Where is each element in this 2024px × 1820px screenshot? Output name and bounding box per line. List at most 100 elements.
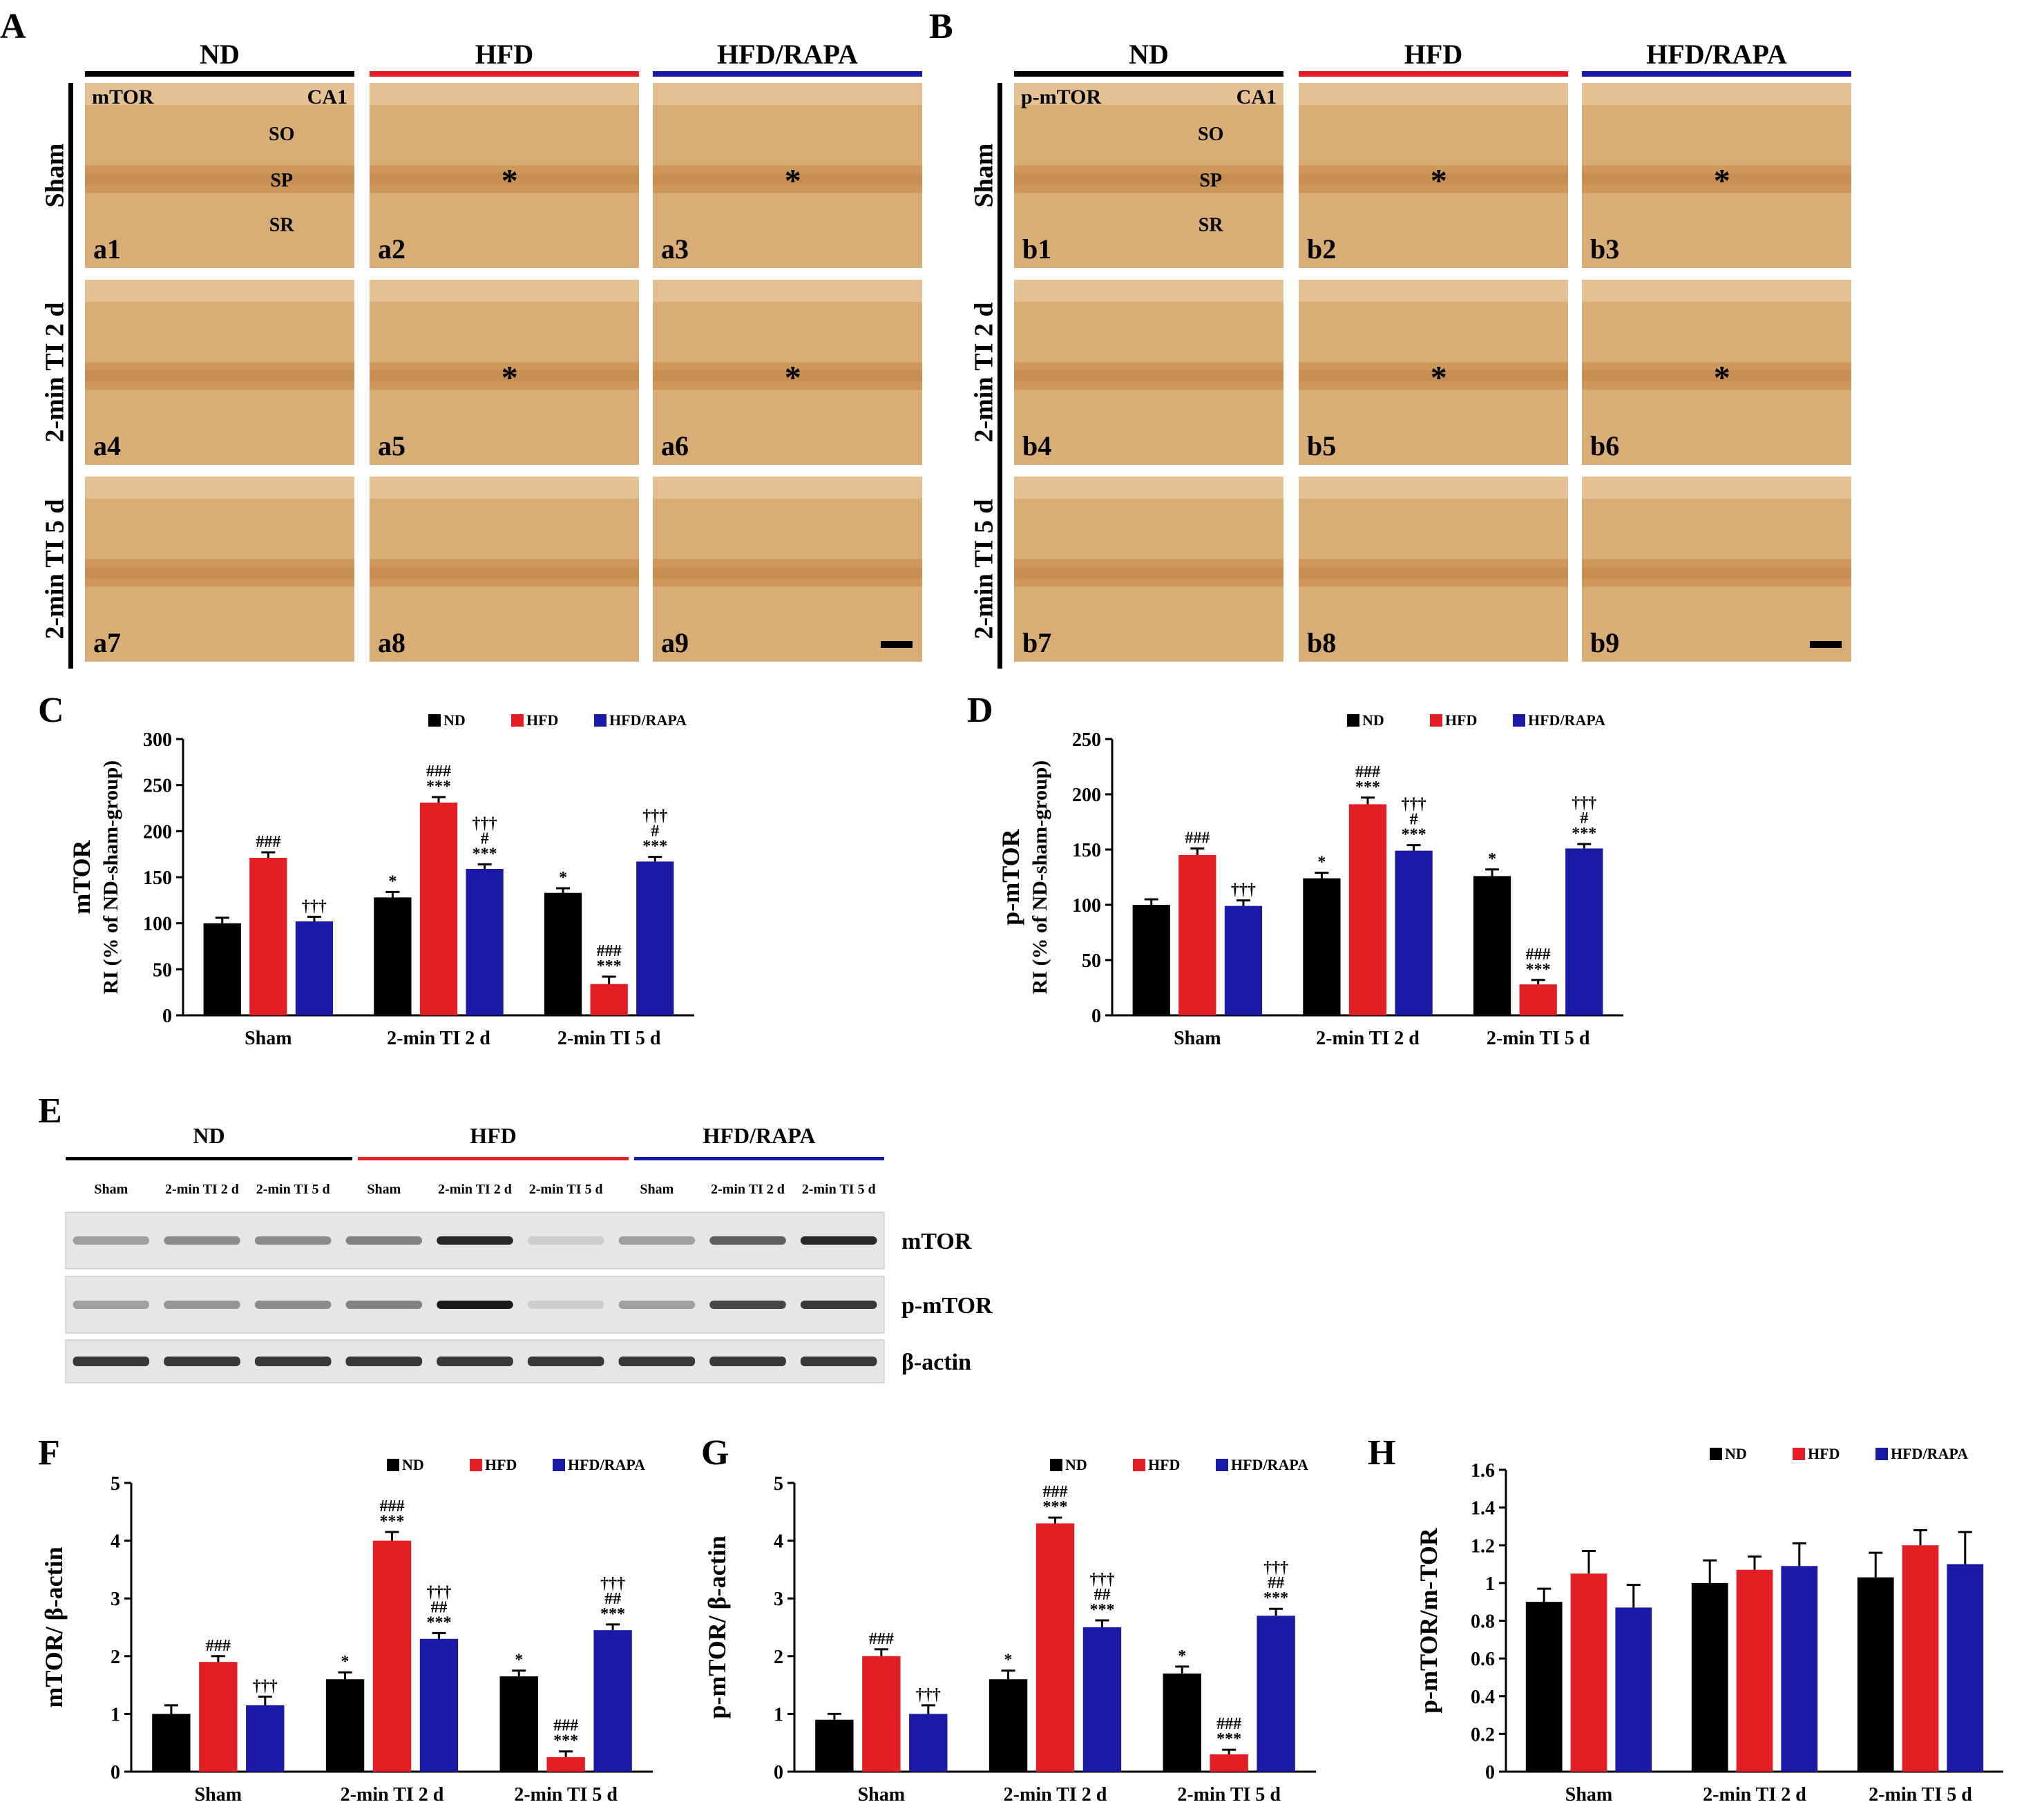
western-band-2-1: [164, 1357, 240, 1366]
micrograph-b4: b4: [1014, 280, 1283, 465]
micrograph-sp-core-a9: [653, 567, 922, 579]
western-band-1-2: [254, 1301, 332, 1309]
chart-G-annot-2-2-1: ##: [1268, 1574, 1284, 1592]
chart-F-legend-swatch-0: [387, 1459, 399, 1471]
panel-letter-g: G: [701, 1433, 729, 1473]
chart-D-legend-swatch-0: [1347, 714, 1359, 727]
chart-C-bar-0-0: [203, 923, 241, 1015]
micrograph-asterisk-a3: *: [785, 162, 801, 199]
chart-D-legend-swatch-2: [1513, 714, 1525, 727]
micro-B-row-label-1: 2-min TI 2 d: [970, 302, 999, 442]
western-lane-label-6: Sham: [640, 1182, 674, 1197]
micro-A-group-header-2: HFD/RAPA: [717, 39, 858, 70]
chart-G-bar-1-2: [1210, 1754, 1248, 1772]
chart-D-bar-0-0: [1132, 905, 1170, 1015]
chart-C-legend-swatch-1: [511, 714, 524, 727]
chart-G-bar-1-0: [862, 1656, 901, 1772]
chart-G-annot-1-1-1: ###: [1043, 1483, 1068, 1501]
micrograph-label-b4: b4: [1022, 430, 1051, 461]
chart-G-annot-2-1-0: ***: [1089, 1601, 1114, 1619]
micrograph-sp-core-a3: [653, 173, 922, 185]
micro-A-scale-bar: [881, 641, 913, 648]
chart-F-xtick-label-2: 2-min TI 5 d: [514, 1784, 618, 1805]
micrograph-label-b1: b1: [1022, 233, 1051, 265]
chart-H-bar-2-2: [1947, 1564, 1984, 1772]
micrograph-sp-core-a8: [370, 567, 639, 579]
micrograph-asterisk-a2: *: [502, 162, 518, 199]
micrograph-sp-core-a1: [85, 173, 354, 185]
western-band-2-2: [254, 1357, 332, 1366]
micro-B-group-rule-2: [1582, 71, 1851, 77]
micrograph-sp-core-b6: [1582, 370, 1851, 382]
micrograph-alveus-a9: [653, 477, 922, 499]
micrograph-sp-band-b8: [1299, 559, 1568, 587]
western-band-2-3: [345, 1357, 423, 1366]
chart-H-ytick-label-0: 0: [1485, 1762, 1495, 1783]
micro-B-row-label-0: Sham: [970, 144, 999, 208]
chart-C-bar-1-0: [249, 858, 287, 1015]
western-band-0-0: [73, 1236, 150, 1245]
micrograph-alveus-a5: [370, 280, 639, 302]
micrograph-sp-core-b2: [1299, 173, 1568, 185]
chart-C-annot-2-1-0: ***: [472, 845, 497, 863]
chart-F-ytick-label-2: 2: [111, 1647, 120, 1668]
chart-F-bar-1-0: [199, 1662, 238, 1772]
chart-F-ytick-label-3: 3: [111, 1589, 120, 1610]
chart-G-annot-0-2-0: *: [1178, 1647, 1186, 1665]
chart-H-legend-swatch-2: [1875, 1448, 1888, 1460]
micro-A-layer-sp: SP: [270, 170, 293, 191]
micro-A-stain-label: mTOR: [92, 86, 154, 108]
chart-G-annot-1-0-0: ###: [869, 1630, 894, 1648]
chart-D-annot-2-1-2: †††: [1402, 796, 1426, 814]
chart-F-annot-1-2-1: ###: [553, 1717, 578, 1735]
micrograph-sp-core-b8: [1299, 567, 1568, 579]
chart-D-bar-1-0: [1178, 855, 1216, 1015]
micrograph-label-b6: b6: [1590, 430, 1619, 461]
chart-D-annot-2-2-0: ***: [1572, 825, 1596, 843]
chart-C-annot-0-1-0: *: [388, 872, 397, 890]
micrograph-alveus-a7: [85, 477, 354, 499]
chart-C-bar-1-2: [590, 984, 628, 1015]
micrograph-sp-band-b9: [1582, 559, 1851, 587]
chart-G-ytick-label-2: 2: [774, 1647, 783, 1668]
micro-B-region-label: CA1: [1237, 86, 1277, 108]
chart-C-xtick-label-2: 2-min TI 5 d: [557, 1028, 661, 1049]
micrograph-sp-core-b7: [1014, 567, 1283, 579]
western-lane-label-3: Sham: [367, 1182, 401, 1197]
chart-F-bar-0-0: [152, 1714, 191, 1772]
micrograph-sp-core-a7: [85, 567, 354, 579]
western-band-2-7: [709, 1357, 786, 1366]
chart-D-ytick-label-2: 100: [1072, 895, 1101, 917]
micrograph-alveus-a6: [653, 280, 922, 302]
micrograph-label-a5: a5: [378, 430, 405, 461]
chart-F-annot-0-2-0: *: [515, 1651, 523, 1669]
western-blot-label-2: β-actin: [901, 1350, 971, 1375]
micrograph-asterisk-a5: *: [502, 359, 518, 396]
chart-D-legend-label-0: ND: [1362, 711, 1384, 729]
chart-C-legend-label-0: ND: [443, 711, 466, 729]
western-group-rule-2: [634, 1157, 884, 1160]
chart-D-ylabel-sub: RI (% of ND-sham-group): [1029, 760, 1051, 995]
chart-F-annot-2-2-2: †††: [600, 1575, 625, 1593]
chart-c: C 0 50 100 150 200 250 300 RI (% of ND-sham-grou…: [38, 691, 694, 1049]
chart-G-bar-0-1: [989, 1679, 1028, 1772]
chart-H-xtick-label-1: 2-min TI 2 d: [1703, 1784, 1806, 1805]
micrograph-label-a6: a6: [661, 430, 689, 461]
chart-C-ytick-label-3: 150: [143, 868, 172, 889]
chart-F-annot-2-1-1: ##: [430, 1598, 447, 1616]
panel-letter-e: E: [38, 1091, 62, 1131]
chart-D-annot-2-1-0: ***: [1402, 826, 1426, 844]
micrograph-asterisk-b5: *: [1431, 359, 1447, 396]
chart-D-legend-label-1: HFD: [1445, 711, 1477, 729]
chart-H-ytick-label-1: 0.2: [1471, 1724, 1495, 1745]
western-lane-label-5: 2-min TI 5 d: [529, 1182, 603, 1197]
western-band-0-5: [527, 1236, 604, 1245]
western-band-2-4: [437, 1357, 513, 1366]
chart-C-ytick-label-4: 200: [143, 821, 172, 843]
chart-D-annot-1-2-0: ***: [1526, 961, 1551, 979]
micrograph-alveus-b1: [1014, 83, 1283, 105]
micrograph-label-a1: a1: [93, 233, 121, 265]
chart-F-annot-2-0-0: †††: [253, 1677, 278, 1695]
micro-A-layer-sr: SR: [269, 214, 295, 236]
panel-letter-d: D: [967, 691, 993, 730]
